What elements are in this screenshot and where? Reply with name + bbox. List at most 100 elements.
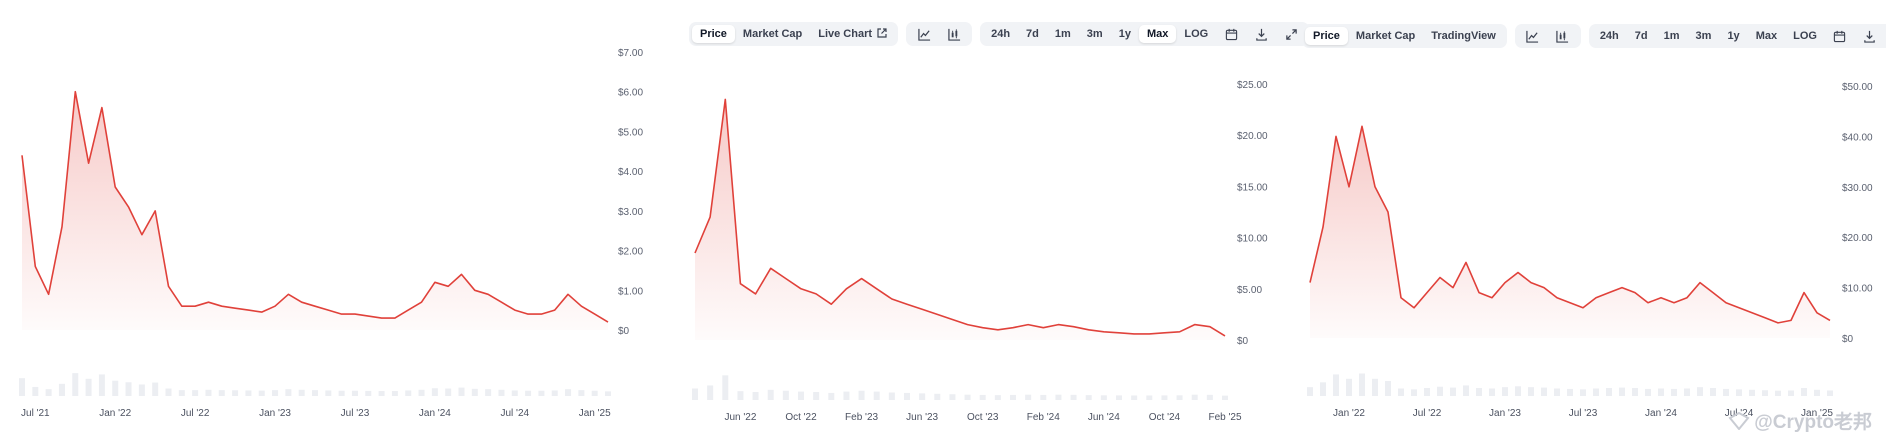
range-7d[interactable]: 7d bbox=[1026, 28, 1039, 40]
y-tick-label: $4.00 bbox=[618, 167, 643, 178]
volume-bar bbox=[919, 393, 926, 400]
volume-bar bbox=[1191, 394, 1198, 400]
x-tick-label: Jul '22 bbox=[181, 408, 210, 419]
range-1m[interactable]: 1m bbox=[1054, 28, 1071, 40]
log-scale-toggle[interactable]: LOG bbox=[1184, 28, 1209, 40]
price-line bbox=[21, 90, 609, 323]
range-3m[interactable]: 3m bbox=[1695, 30, 1712, 42]
volume-bar bbox=[1411, 389, 1417, 396]
volume-bar bbox=[888, 392, 895, 400]
volume-bar bbox=[45, 389, 52, 396]
volume-bar bbox=[1593, 388, 1599, 396]
price-chart-1[interactable]: $0 $1.00 $2.00 $3.00 $4.00 $5.00 $6.00 $7.00 Jul… bbox=[0, 0, 643, 444]
tab-price[interactable]: Price bbox=[692, 25, 735, 43]
volume-bar bbox=[325, 390, 332, 396]
volume-bar bbox=[1206, 394, 1213, 400]
volume-bar bbox=[722, 375, 729, 400]
y-tick-label: $30.00 bbox=[1842, 183, 1873, 194]
chart-type-group bbox=[1514, 24, 1581, 48]
volume-bar bbox=[692, 388, 698, 400]
range-3m[interactable]: 3m bbox=[1086, 28, 1103, 40]
volume-bar bbox=[1528, 387, 1534, 396]
volume-bar bbox=[1116, 395, 1122, 400]
volume-bar bbox=[813, 392, 820, 400]
range-max[interactable]: Max bbox=[1138, 25, 1177, 43]
volume-bar bbox=[1100, 395, 1107, 400]
volume-bar bbox=[1502, 387, 1508, 396]
volume-bar bbox=[1801, 388, 1807, 396]
volume-bar bbox=[1424, 388, 1430, 396]
price-area bbox=[22, 91, 608, 330]
volume-bar bbox=[1671, 388, 1677, 396]
volume-bar bbox=[707, 385, 714, 400]
watermark: @Crypto老邦 bbox=[1728, 407, 1872, 434]
volume-bar bbox=[1398, 388, 1404, 396]
volume-bar bbox=[1580, 389, 1586, 396]
external-link-icon bbox=[877, 28, 887, 38]
volume-bar bbox=[98, 374, 105, 396]
volume-bar bbox=[218, 390, 225, 396]
tab-tradingview[interactable]: TradingView bbox=[1431, 30, 1496, 42]
volume-bar bbox=[1131, 395, 1138, 400]
chart-toolbar-3: Price Market Cap TradingView 24h 7d 1m 3… bbox=[1302, 24, 1886, 48]
chart-type-group bbox=[906, 22, 973, 46]
volume-bar bbox=[378, 391, 385, 396]
volume-bar bbox=[782, 390, 789, 400]
download-icon[interactable] bbox=[1855, 27, 1885, 45]
volume-bar bbox=[1814, 389, 1820, 396]
range-7d[interactable]: 7d bbox=[1634, 30, 1648, 42]
price-chart-2[interactable]: $0 $5.00 $10.00 $15.00 $20.00 $25.00 Jun '22 Oc… bbox=[685, 0, 1275, 444]
volume-bar bbox=[798, 391, 804, 400]
y-tick-label: $0 bbox=[618, 326, 630, 337]
range-1y[interactable]: 1y bbox=[1118, 28, 1131, 40]
volume-bar bbox=[85, 378, 92, 396]
volume-bar bbox=[272, 390, 279, 396]
volume-bar bbox=[32, 386, 39, 396]
volume-bar bbox=[1710, 388, 1716, 396]
y-tick-label: $25.00 bbox=[1237, 80, 1268, 91]
expand-icon[interactable] bbox=[1276, 25, 1306, 43]
volume-bar bbox=[1161, 395, 1168, 400]
volume-bar bbox=[1775, 390, 1781, 396]
watermark-text: @Crypto老邦 bbox=[1754, 412, 1872, 433]
volume-bar bbox=[405, 390, 412, 396]
tab-live-chart[interactable]: Live Chart bbox=[810, 25, 895, 43]
price-chart-3[interactable]: $0 $10.00 $20.00 $30.00 $40.00 $50.00 Jan '22 J… bbox=[1300, 0, 1886, 444]
tab-market-cap[interactable]: Market Cap bbox=[742, 28, 803, 40]
log-scale-toggle[interactable]: LOG bbox=[1793, 30, 1817, 42]
tab-market-cap[interactable]: Market Cap bbox=[1355, 30, 1416, 42]
range-max[interactable]: Max bbox=[1755, 30, 1778, 42]
view-tabs: Price Market Cap Live Chart bbox=[689, 22, 899, 46]
price-area bbox=[1310, 126, 1830, 338]
volume-bar bbox=[1684, 388, 1690, 396]
volume-bar bbox=[418, 389, 425, 396]
volume-bar bbox=[192, 390, 199, 396]
volume-bar bbox=[828, 392, 835, 400]
tab-price[interactable]: Price bbox=[1305, 27, 1348, 45]
download-icon[interactable] bbox=[1246, 25, 1276, 43]
volume-bar bbox=[1146, 395, 1153, 400]
range-1y[interactable]: 1y bbox=[1727, 30, 1740, 42]
range-1m[interactable]: 1m bbox=[1663, 30, 1680, 42]
volume-bar bbox=[767, 389, 774, 400]
candlestick-chart-icon[interactable] bbox=[939, 25, 969, 43]
line-chart-icon[interactable] bbox=[909, 25, 939, 43]
volume-bar bbox=[1567, 388, 1573, 396]
candlestick-chart-icon[interactable] bbox=[1548, 27, 1578, 45]
range-24h[interactable]: 24h bbox=[1599, 30, 1619, 42]
volume-bar bbox=[525, 390, 532, 396]
calendar-icon[interactable] bbox=[1216, 25, 1246, 43]
y-tick-label: $10.00 bbox=[1842, 284, 1873, 295]
volume-bar bbox=[1788, 390, 1794, 396]
range-group: 24h 7d 1m 3m 1y Max LOG bbox=[980, 22, 1310, 46]
volume-bar bbox=[498, 389, 505, 396]
volume-bar bbox=[1554, 388, 1560, 396]
volume-bar bbox=[1515, 386, 1521, 396]
volume-bar bbox=[485, 389, 492, 396]
volume-band bbox=[692, 375, 1228, 400]
volume-bar bbox=[138, 384, 145, 396]
volume-bar bbox=[1333, 374, 1339, 396]
line-chart-icon[interactable] bbox=[1518, 27, 1548, 45]
calendar-icon[interactable] bbox=[1825, 27, 1855, 45]
range-24h[interactable]: 24h bbox=[991, 28, 1011, 40]
